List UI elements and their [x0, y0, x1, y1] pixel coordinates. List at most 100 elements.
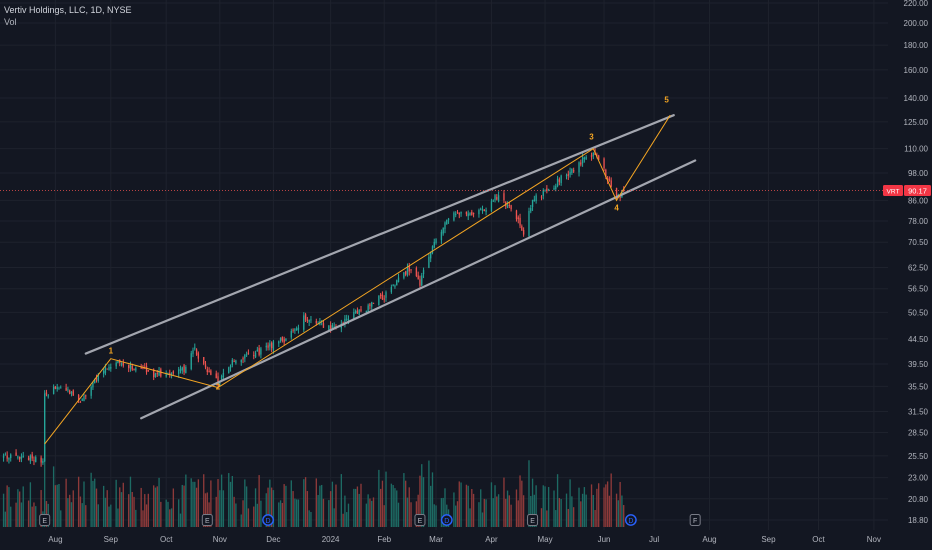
candles: [2, 147, 625, 467]
volume-bar: [506, 490, 509, 527]
candle-body: [417, 275, 419, 280]
candle: [440, 229, 443, 244]
volume-bar: [272, 490, 275, 527]
volume-bar: [394, 488, 396, 527]
candle-body: [228, 367, 230, 373]
candle-body: [494, 195, 496, 200]
candle: [147, 370, 149, 372]
candle-body: [379, 294, 382, 296]
candle-body: [310, 319, 312, 321]
candle-body: [67, 389, 69, 391]
svg-text:D: D: [628, 518, 633, 525]
candle: [372, 302, 375, 304]
x-tick-label: Dec: [266, 535, 280, 544]
candle: [467, 210, 469, 221]
candle-body: [410, 269, 412, 271]
candle: [203, 356, 205, 366]
y-tick-label: 35.50: [908, 382, 929, 391]
volume-bar: [120, 492, 123, 527]
volume-bar: [22, 486, 24, 527]
volume-bar: [81, 503, 83, 527]
candle-body: [104, 367, 107, 373]
volume-bar: [542, 485, 544, 527]
event-marker-earnings[interactable]: E: [39, 514, 51, 526]
candle-body: [65, 387, 67, 391]
candle-body: [128, 364, 130, 368]
last-price-symbol: VRT: [887, 188, 900, 195]
volume-bar: [27, 500, 30, 527]
event-marker-dividend[interactable]: D: [262, 514, 274, 526]
last-price-line: VRT 90.17: [0, 184, 931, 196]
candle: [122, 359, 124, 368]
candle-body: [92, 382, 94, 388]
volume-bar: [442, 497, 444, 527]
candle: [285, 338, 287, 342]
volume-bar: [72, 490, 74, 527]
volume-bar: [310, 511, 312, 527]
event-marker-earnings[interactable]: E: [414, 514, 426, 526]
candle: [222, 368, 225, 381]
volume-bar: [392, 485, 394, 527]
volume-bar: [371, 500, 373, 527]
volume-bar: [530, 495, 532, 527]
volume-bar: [381, 480, 384, 527]
candle-body: [546, 188, 548, 192]
volume-bar: [192, 481, 194, 527]
candle-body: [344, 318, 346, 325]
volume-bar: [267, 487, 269, 527]
candle-body: [346, 318, 348, 320]
candle: [553, 185, 555, 191]
candle: [555, 183, 557, 192]
candle: [256, 346, 259, 352]
wave-label: 2: [216, 382, 221, 391]
candle: [79, 400, 82, 403]
y-tick-label: 180.00: [904, 41, 929, 50]
event-marker-dividend[interactable]: D: [624, 514, 637, 526]
volume-bar: [303, 479, 305, 527]
volume-bar: [17, 489, 19, 527]
candle: [430, 251, 432, 263]
volume-bar: [203, 474, 205, 527]
candle-body: [519, 217, 521, 226]
event-marker-earnings[interactable]: E: [201, 514, 213, 526]
event-marker-future[interactable]: F: [689, 514, 701, 526]
event-marker-dividend[interactable]: D: [440, 514, 453, 526]
x-tick-label: Sep: [104, 535, 119, 544]
svg-text:F: F: [693, 518, 697, 525]
candle: [378, 295, 380, 306]
candle-body: [581, 157, 584, 164]
volume-bar: [433, 504, 435, 527]
candle-body: [322, 323, 325, 328]
candle-body: [590, 155, 593, 158]
candle-body: [81, 399, 83, 401]
candle-body: [6, 455, 8, 459]
volume-bar: [33, 502, 35, 527]
volume-bar: [490, 482, 493, 527]
volume-bar: [6, 485, 8, 527]
candle: [58, 386, 60, 390]
candle: [40, 455, 42, 467]
candle: [108, 364, 110, 371]
volume-bar: [229, 481, 232, 527]
volume-bar: [428, 460, 430, 527]
candle: [381, 291, 384, 301]
volume-bar: [97, 504, 99, 527]
candle: [428, 253, 430, 269]
channel-line: [84, 114, 675, 355]
candle-body: [535, 195, 537, 201]
candle-body: [328, 325, 330, 330]
channel-line: [140, 159, 697, 420]
candle-body: [419, 279, 421, 286]
candle-body: [70, 392, 73, 394]
candle-body: [517, 217, 519, 220]
volume-bar: [153, 485, 155, 527]
volume-bar: [285, 485, 287, 527]
candle: [231, 358, 233, 368]
candle-body: [406, 267, 409, 275]
volume-bar: [279, 500, 282, 527]
event-marker-earnings[interactable]: E: [527, 514, 539, 526]
candle: [567, 170, 569, 180]
volume-bar: [253, 506, 255, 527]
